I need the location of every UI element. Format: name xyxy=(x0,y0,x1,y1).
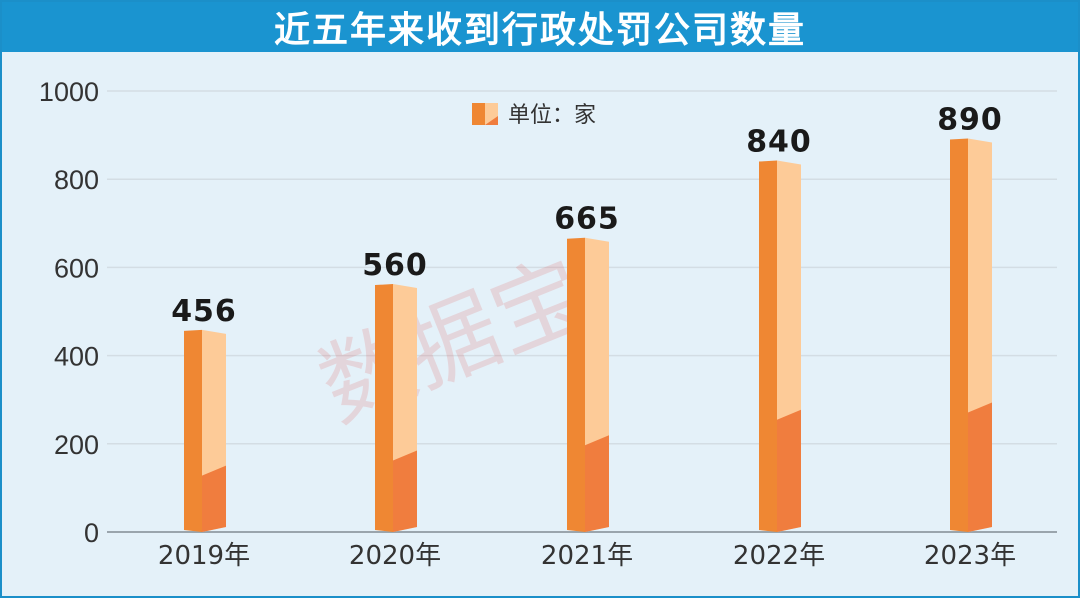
legend-swatch-shade xyxy=(485,116,498,125)
chart-title: 近五年来收到行政处罚公司数量 xyxy=(273,10,806,51)
data-label: 890 xyxy=(937,103,1003,138)
bar-side-shade xyxy=(393,450,417,532)
data-label: 665 xyxy=(554,202,620,237)
legend-swatch-front xyxy=(472,103,485,125)
y-tick-label: 800 xyxy=(54,165,99,195)
bar-front xyxy=(184,329,202,532)
bar-front xyxy=(567,237,585,533)
y-tick-label: 0 xyxy=(84,518,99,548)
data-label: 560 xyxy=(362,248,428,283)
labels: 0 200 400 600 800 1000 456 2019年 560 2020年 665 2021… xyxy=(39,77,1016,571)
y-tick-label: 600 xyxy=(54,253,99,283)
watermark-text: 数据宝 xyxy=(305,240,601,443)
x-tick-label: 2023年 xyxy=(924,541,1016,571)
watermark: 数据宝 xyxy=(305,240,601,443)
bar-side-shade xyxy=(202,465,226,532)
x-tick-label: 2020年 xyxy=(349,541,441,571)
bars xyxy=(184,138,992,533)
data-label: 456 xyxy=(171,294,237,329)
y-tick-label: 1000 xyxy=(39,77,99,107)
title-bar: 近五年来收到行政处罚公司数量 xyxy=(2,2,1078,52)
bar-front xyxy=(759,160,777,532)
x-tick-label: 2019年 xyxy=(158,541,250,571)
bar-front xyxy=(375,284,393,532)
bar-side-shade xyxy=(585,435,609,532)
data-label: 840 xyxy=(746,125,812,160)
y-tick-label: 400 xyxy=(54,342,99,372)
bar-side-shade xyxy=(777,409,801,532)
unit-legend: 单位：家 xyxy=(508,103,596,128)
legend: 单位：家 xyxy=(472,103,596,128)
bar-front xyxy=(950,138,968,532)
y-tick-label: 200 xyxy=(54,430,99,460)
bar-side-shade xyxy=(968,402,992,532)
x-tick-label: 2021年 xyxy=(541,541,633,571)
x-tick-label: 2022年 xyxy=(733,541,825,571)
